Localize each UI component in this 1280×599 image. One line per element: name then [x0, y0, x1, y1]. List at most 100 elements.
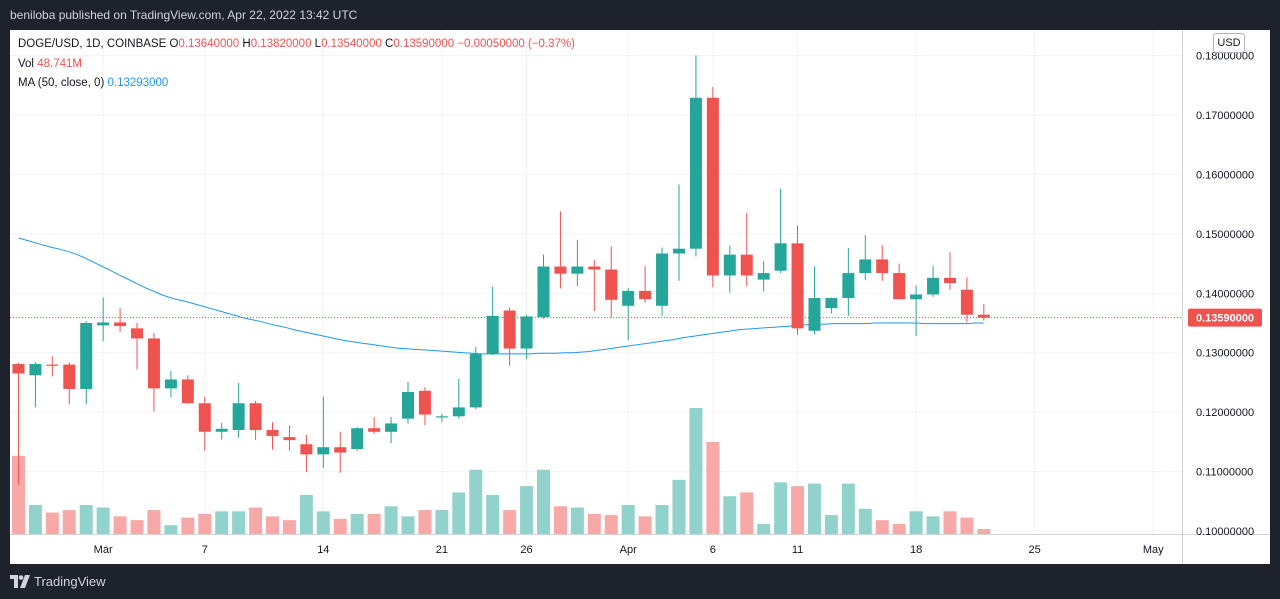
volume-bar[interactable]: [215, 511, 229, 534]
candle[interactable]: [808, 298, 821, 331]
candle[interactable]: [859, 259, 872, 274]
candle[interactable]: [706, 97, 719, 276]
candle[interactable]: [825, 298, 838, 309]
volume-bar[interactable]: [960, 517, 974, 534]
volume-bar[interactable]: [740, 492, 754, 534]
chart-area[interactable]: 0.18000000 0.17000000 0.16000000 0.15000000…: [10, 30, 1270, 564]
candle[interactable]: [672, 248, 685, 254]
volume-bar[interactable]: [604, 515, 618, 534]
candle[interactable]: [368, 428, 381, 432]
volume-bar[interactable]: [553, 506, 567, 534]
candle[interactable]: [385, 423, 398, 432]
volume-bar[interactable]: [232, 511, 246, 534]
candle[interactable]: [334, 447, 347, 453]
volume-bar[interactable]: [384, 506, 398, 534]
candle[interactable]: [402, 391, 415, 419]
volume-bar[interactable]: [672, 479, 686, 534]
volume-bar[interactable]: [892, 523, 906, 534]
volume-bar[interactable]: [452, 492, 466, 534]
volume-bar[interactable]: [96, 507, 110, 534]
volume-bar[interactable]: [841, 483, 855, 534]
volume-bar[interactable]: [943, 511, 957, 534]
candle[interactable]: [452, 407, 465, 417]
candle[interactable]: [842, 273, 855, 299]
candle[interactable]: [757, 273, 770, 280]
candle[interactable]: [893, 273, 906, 300]
volume-bar[interactable]: [621, 505, 635, 534]
candle[interactable]: [12, 364, 25, 374]
volume-bar[interactable]: [249, 507, 263, 534]
volume-bar[interactable]: [706, 442, 720, 534]
candle[interactable]: [29, 364, 42, 376]
candle[interactable]: [774, 243, 787, 271]
candle[interactable]: [147, 338, 160, 389]
candle[interactable]: [63, 364, 76, 389]
candle[interactable]: [689, 97, 702, 249]
candle[interactable]: [571, 266, 584, 274]
candle[interactable]: [927, 277, 940, 295]
volume-bar[interactable]: [282, 520, 296, 534]
candle[interactable]: [97, 322, 110, 326]
volume-bar[interactable]: [469, 469, 483, 534]
candle[interactable]: [503, 310, 516, 349]
candle[interactable]: [300, 444, 313, 455]
volume-bar[interactable]: [774, 482, 788, 534]
candle[interactable]: [249, 403, 262, 430]
candle[interactable]: [317, 447, 330, 455]
volume-bar[interactable]: [909, 511, 923, 534]
volume-bar[interactable]: [435, 510, 449, 534]
volume-bar[interactable]: [266, 516, 280, 534]
volume-bar[interactable]: [45, 512, 59, 534]
volume-bar[interactable]: [181, 517, 195, 534]
candle[interactable]: [283, 437, 296, 441]
candle[interactable]: [977, 314, 990, 318]
candle[interactable]: [469, 353, 482, 408]
candle[interactable]: [639, 290, 652, 300]
volume-bar[interactable]: [757, 523, 771, 534]
volume-bar[interactable]: [723, 496, 737, 534]
volume-bar[interactable]: [689, 408, 703, 534]
volume-bar[interactable]: [62, 510, 76, 534]
volume-bar[interactable]: [147, 510, 161, 534]
ma-line[interactable]: [18, 237, 984, 355]
candle[interactable]: [266, 429, 279, 436]
volume-bar[interactable]: [824, 515, 838, 534]
volume-bar[interactable]: [79, 505, 93, 534]
candle[interactable]: [435, 416, 448, 418]
volume-bar[interactable]: [130, 520, 144, 534]
candle[interactable]: [943, 277, 956, 284]
candle[interactable]: [131, 328, 144, 339]
candle[interactable]: [164, 379, 177, 389]
candle[interactable]: [791, 243, 804, 329]
currency-button[interactable]: USD: [1213, 33, 1245, 53]
volume-bar[interactable]: [418, 510, 432, 534]
legend-vol-label[interactable]: Vol: [18, 57, 34, 70]
volume-bar[interactable]: [520, 486, 534, 534]
candle[interactable]: [537, 266, 550, 318]
candle[interactable]: [46, 364, 59, 366]
volume-bar[interactable]: [875, 520, 889, 534]
candle[interactable]: [876, 259, 889, 274]
candle[interactable]: [418, 390, 431, 415]
volume-bar[interactable]: [316, 511, 330, 534]
volume-bar[interactable]: [164, 525, 178, 534]
volume-bar[interactable]: [807, 483, 821, 534]
volume-bar[interactable]: [791, 486, 805, 534]
volume-bar[interactable]: [587, 513, 601, 534]
candle[interactable]: [656, 253, 669, 306]
volume-bar[interactable]: [198, 513, 212, 534]
volume-bar[interactable]: [638, 516, 652, 534]
candle[interactable]: [588, 266, 601, 270]
volume-bar[interactable]: [536, 469, 550, 534]
candle[interactable]: [723, 254, 736, 276]
volume-bar[interactable]: [486, 494, 500, 534]
volume-bar[interactable]: [113, 516, 127, 534]
volume-bar[interactable]: [858, 508, 872, 534]
volume-bar[interactable]: [977, 528, 991, 534]
candle[interactable]: [351, 428, 364, 450]
volume-bar[interactable]: [299, 494, 313, 534]
volume-bar[interactable]: [570, 507, 584, 534]
volume-bar[interactable]: [926, 516, 940, 534]
volume-bar[interactable]: [503, 510, 517, 534]
candle[interactable]: [622, 290, 635, 306]
